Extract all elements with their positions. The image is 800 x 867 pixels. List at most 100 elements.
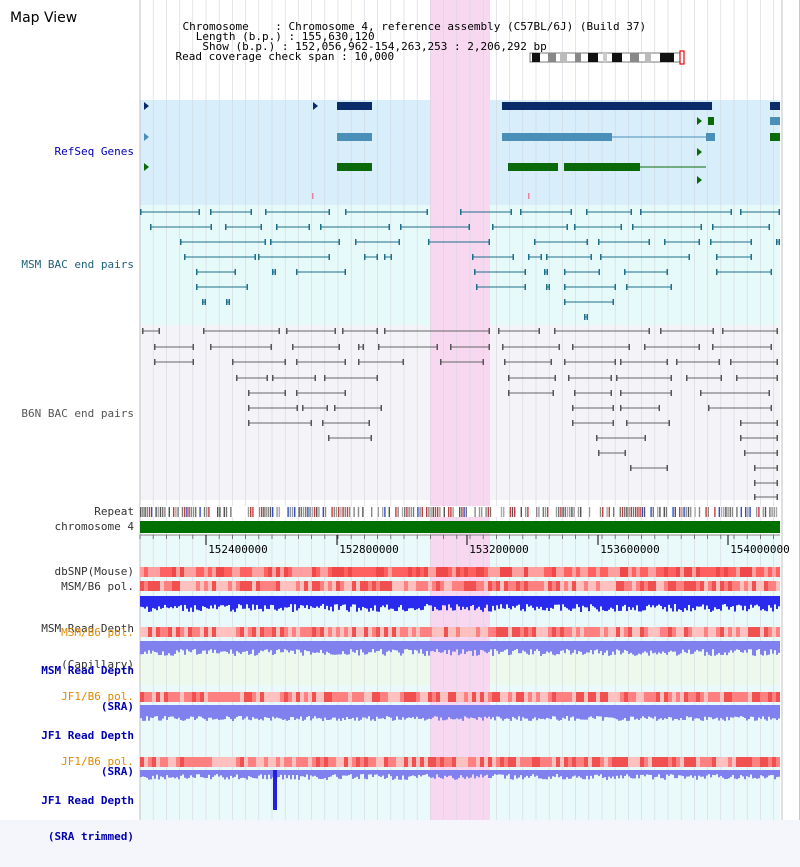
b6n-bac-end-pairs-label[interactable]: B6N BAC end pairs	[21, 407, 134, 420]
heat-cell	[644, 581, 648, 591]
msm-b6-pol-capillary-label[interactable]: MSM/B6 pol.	[61, 580, 134, 593]
msm-sra-depth-bar	[568, 641, 570, 651]
heat-cell	[164, 567, 168, 577]
msm-bac-end	[640, 209, 642, 215]
dbsnp-label[interactable]: dbSNP(Mouse)	[54, 565, 134, 578]
msm-sra-depth-bar	[328, 641, 330, 654]
heat-cell	[700, 567, 704, 577]
refseq-genes-label[interactable]: RefSeq Genes	[54, 145, 134, 158]
jf1-trimmed-depth-bar	[490, 770, 492, 779]
heat-cell	[508, 581, 512, 591]
heat-cell	[292, 692, 296, 702]
repeat-track-label[interactable]: Repeat	[94, 505, 134, 518]
heat-cell	[360, 627, 364, 637]
heat-cell	[436, 567, 440, 577]
jf1-b6-pol-trimmed-label[interactable]: JF1/B6 pol.	[61, 755, 134, 768]
jf1-trimmed-depth-bar	[478, 770, 480, 778]
repeat-element	[538, 507, 540, 517]
heat-cell	[248, 567, 252, 577]
heat-cell	[600, 567, 604, 577]
jf1-b6-pol-sra-label[interactable]: JF1/B6 pol.	[61, 690, 134, 703]
heat-cell	[360, 757, 364, 767]
repeat-element	[195, 507, 197, 517]
heat-cell	[312, 627, 316, 637]
jf1-sra-depth-bar	[314, 705, 316, 717]
heat-cell	[600, 692, 604, 702]
jf1-sra-depth-bar	[546, 705, 548, 718]
heat-cell	[200, 627, 204, 637]
jf1-trimmed-depth-bar	[606, 770, 608, 780]
msm-capillary-depth-bar	[490, 596, 492, 612]
msm-b6-pol-sra-label[interactable]: MSM/B6 pol.	[61, 626, 134, 639]
jf1-sra-depth-bar	[550, 705, 552, 720]
heat-cell	[436, 581, 440, 591]
msm-bac-end	[528, 254, 530, 260]
heat-cell	[152, 581, 156, 591]
jf1-sra-depth-bar	[304, 705, 306, 720]
msm-sra-depth-bar	[538, 641, 540, 652]
msm-bac-end	[524, 284, 526, 290]
msm-depth-capillary-label[interactable]: MSM Read Depth (Capillary)	[0, 599, 134, 695]
jf1-trimmed-depth-bar	[546, 770, 548, 780]
jf1-sra-depth-bar	[424, 705, 426, 721]
msm-bac-end-pairs-label[interactable]: MSM BAC end pairs	[21, 258, 134, 271]
b6n-bac-end	[612, 405, 614, 411]
jf1-trimmed-depth-bar	[698, 770, 700, 776]
repeat-element	[307, 507, 309, 517]
heat-cell	[340, 757, 344, 767]
msm-sra-depth-bar	[656, 641, 658, 655]
msm-sra-depth-bar	[224, 641, 226, 652]
heat-cell	[264, 581, 268, 591]
jf1-sra-depth-bar	[266, 705, 268, 718]
msm-capillary-depth-bar	[252, 596, 254, 605]
heat-cell	[208, 692, 212, 702]
jf1-trimmed-depth-bar	[368, 770, 370, 775]
b6n-bac-end	[488, 328, 490, 334]
heat-cell	[292, 757, 296, 767]
heat-cell	[480, 757, 484, 767]
jf1-sra-depth-bar	[218, 705, 220, 720]
jf1-depth-trimmed-label[interactable]: JF1 Read Depth (SRA trimmed)	[0, 771, 134, 867]
heat-cell	[176, 757, 180, 767]
msm-capillary-depth-bar	[274, 596, 276, 610]
msm-sra-depth-bar	[612, 641, 614, 652]
track-graphics[interactable]: 152400000 152800000 153200000 153600000 1540…	[0, 0, 800, 820]
heat-cell	[756, 757, 760, 767]
b6n-bac-end	[620, 390, 622, 396]
msm-depth-sra-label[interactable]: MSM Read Depth (SRA)	[0, 641, 134, 737]
heat-cell	[580, 692, 584, 702]
msm-sra-depth-bar	[218, 641, 220, 654]
repeat-element	[679, 507, 681, 517]
msm-sra-depth-bar	[700, 641, 702, 652]
msm-sra-depth-bar	[318, 641, 320, 653]
msm-sra-depth-bar	[698, 641, 700, 652]
heat-cell	[604, 627, 608, 637]
msm-capillary-depth-bar	[476, 596, 478, 609]
heat-cell	[676, 757, 680, 767]
jf1-sra-depth-bar	[764, 705, 766, 720]
b6n-bac-end	[248, 420, 250, 426]
jf1-sra-depth-bar	[602, 705, 604, 721]
jf1-trimmed-depth-bar	[624, 770, 626, 777]
repeat-element	[181, 507, 184, 517]
chromosome-track-label[interactable]: chromosome 4	[54, 520, 134, 533]
msm-bac-end	[246, 284, 248, 290]
heat-cell	[316, 627, 320, 637]
genome-browser-canvas[interactable]: 152400000 152800000 153200000 153600000 1540…	[0, 0, 800, 820]
jf1-trimmed-depth-bar	[480, 770, 482, 775]
heat-cell	[492, 692, 496, 702]
msm-sra-depth-bar	[348, 641, 350, 655]
msm-sra-depth-bar	[388, 641, 390, 651]
repeat-element	[487, 507, 489, 517]
jf1-trimmed-depth-bar	[414, 770, 416, 777]
msm-sra-depth-bar	[724, 641, 726, 653]
msm-sra-depth-bar	[366, 641, 368, 655]
heat-cell	[504, 581, 508, 591]
jf1-depth-sra-label[interactable]: JF1 Read Depth (SRA)	[0, 706, 134, 802]
jf1-trimmed-depth-bar	[704, 770, 706, 779]
msm-bac-end	[574, 224, 576, 230]
msm-sra-depth-bar	[176, 641, 178, 651]
heat-cell	[468, 627, 472, 637]
heat-cell	[616, 627, 620, 637]
msm-capillary-depth-bar	[636, 596, 638, 606]
